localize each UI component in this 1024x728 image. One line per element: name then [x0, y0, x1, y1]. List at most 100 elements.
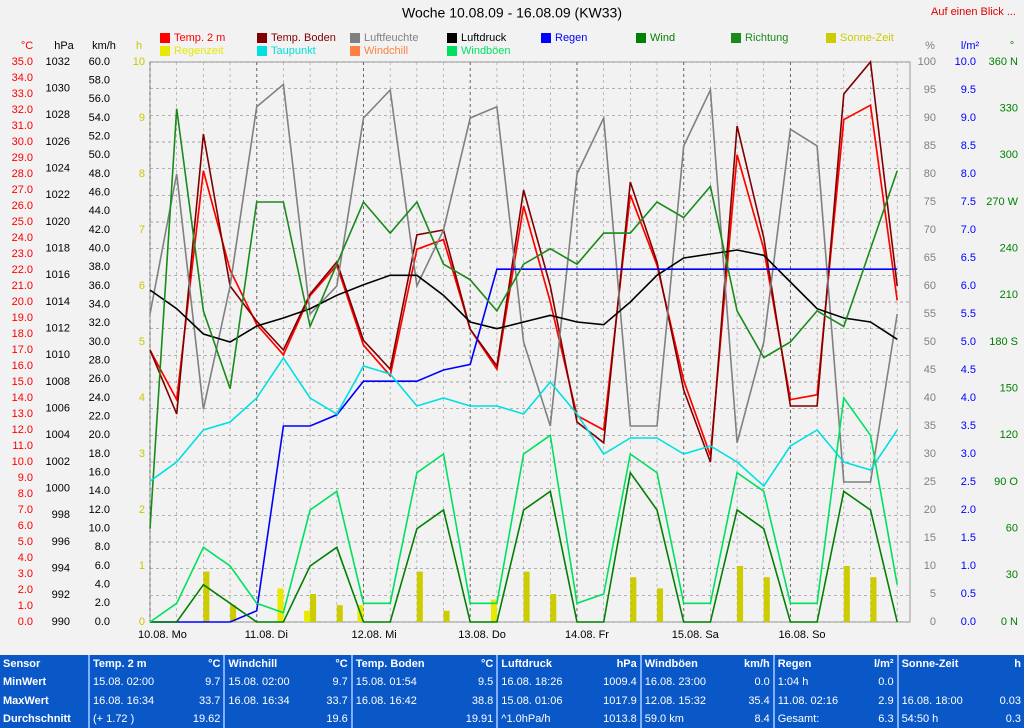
- plot-area: [149, 61, 911, 623]
- series-bar: [657, 588, 664, 622]
- series-bar: [443, 610, 450, 622]
- y-tick-label: 3: [139, 448, 145, 460]
- table-cell: Temp. Boden: [350, 655, 452, 674]
- y-tick-label: 4.5: [961, 364, 976, 376]
- y-tick-label: 1.0: [18, 600, 33, 612]
- y-tick-label: 7.0: [18, 504, 33, 516]
- legend-label: Regenzeit: [174, 45, 224, 57]
- y-tick-label: 8.0: [95, 541, 110, 553]
- table-cell: hPa: [616, 658, 637, 671]
- y-tick-label: 2: [139, 504, 145, 516]
- y-tick-label: 60: [1006, 523, 1018, 535]
- table-cell: Luftdruck: [496, 655, 587, 674]
- y-tick-label: 120: [1000, 429, 1018, 441]
- y-tick-label: 12.0: [89, 504, 110, 516]
- table-cell: h: [1014, 658, 1021, 671]
- x-tick-label: 11.08. Di: [245, 629, 288, 641]
- table-cell: 59.0 km: [639, 709, 731, 728]
- table-cell: 0.0: [754, 676, 770, 689]
- y-tick-label: 35: [924, 420, 936, 432]
- series-bar: [843, 566, 850, 622]
- y-tick-label: 9.0: [961, 112, 976, 124]
- y-tick-label: 6: [139, 280, 145, 292]
- axis-unit: h: [136, 40, 142, 52]
- y-tick-label: 5.5: [961, 308, 976, 320]
- y-tick-label: 20: [924, 504, 936, 516]
- y-tick-label: 5: [139, 336, 145, 348]
- y-tick-label: 30.0: [12, 136, 33, 148]
- table-cell: Sonne-Zeit: [896, 655, 988, 674]
- y-tick-label: 240: [1000, 243, 1018, 255]
- series-bar: [630, 577, 637, 622]
- table-cell: 15.08. 02:00: [223, 673, 314, 692]
- y-tick-label: 1022: [46, 189, 70, 201]
- table-cell: °C: [208, 658, 221, 671]
- y-tick-label: 23.0: [12, 248, 33, 260]
- legend-swatch: [447, 46, 457, 56]
- table-cell: Windchill: [223, 655, 314, 674]
- y-tick-label: 998: [52, 509, 70, 521]
- y-tick-label: 8.0: [18, 488, 33, 500]
- series-line: [149, 82, 898, 483]
- y-tick-label: 16.0: [89, 467, 110, 479]
- legend-label: Luftfeuchte: [364, 32, 418, 44]
- series-bar: [230, 605, 237, 622]
- y-tick-label: 22.0: [89, 411, 110, 423]
- y-tick-label: 4.0: [95, 579, 110, 591]
- table-cell: 19.62: [192, 712, 221, 725]
- y-tick-label: 7: [139, 224, 145, 236]
- legend-swatch: [541, 33, 551, 43]
- y-tick-label: 48.0: [89, 168, 110, 180]
- series-bar: [490, 599, 497, 622]
- table-cell: km/h: [744, 658, 770, 671]
- table-cell: ^1.0hPa/h: [496, 709, 587, 728]
- y-tick-label: 28.0: [12, 168, 33, 180]
- legend-label: Regen: [555, 32, 587, 44]
- table-cell: 35.4: [748, 694, 770, 707]
- table-cell: 19.6: [326, 712, 348, 725]
- y-tick-label: 15: [924, 532, 936, 544]
- y-tick-label: 1020: [46, 216, 70, 228]
- table-cell: 16.08. 18:26: [496, 673, 587, 692]
- y-tick-label: 2.0: [95, 597, 110, 609]
- link[interactable]: Auf einen Blick ...: [931, 6, 1016, 18]
- x-tick-label: 16.08. So: [778, 629, 825, 641]
- legend-swatch: [350, 46, 360, 56]
- y-tick-label: 990: [52, 616, 70, 628]
- y-tick-label: 0.0: [95, 616, 110, 628]
- chart: Woche 10.08.09 - 16.08.09 (KW33) Auf ein…: [12, 5, 1019, 641]
- y-tick-label: 210: [1000, 289, 1018, 301]
- y-tick-label: 40.0: [89, 243, 110, 255]
- table-cell: 15.08. 01:06: [496, 691, 587, 710]
- y-tick-label: 35.0: [12, 56, 33, 68]
- table-row: Sensor Temp. 2 m °C Windchill °C Temp. Boden °…: [0, 655, 1024, 674]
- y-tick-label: 1.5: [961, 532, 976, 544]
- y-tick-label: 270 W: [986, 196, 1018, 208]
- y-tick-label: 34.0: [89, 299, 110, 311]
- y-tick-label: 2.0: [18, 584, 33, 596]
- y-tick-label: 1024: [46, 163, 70, 175]
- y-tick-label: 14.0: [89, 485, 110, 497]
- legend-label: Taupunkt: [271, 45, 316, 57]
- x-tick-label: 10.08. Mo: [138, 629, 187, 641]
- table-cell: 2.9: [878, 694, 894, 707]
- y-tick-label: 1008: [46, 376, 70, 388]
- y-tick-label: 100: [918, 56, 936, 68]
- table-cell: 33.7: [198, 694, 221, 707]
- y-tick-label: 150: [1000, 383, 1018, 395]
- series-bar: [737, 566, 744, 622]
- series-line: [150, 470, 898, 623]
- table-cell: Temp. 2 m: [88, 655, 179, 674]
- y-tick-label: 36.0: [89, 280, 110, 292]
- series-bar: [203, 571, 210, 622]
- y-tick-label: 20.0: [12, 296, 33, 308]
- axis-unit: °C: [21, 40, 33, 52]
- y-tick-label: 992: [52, 589, 70, 601]
- y-tick-label: 10: [133, 56, 145, 68]
- y-tick-label: 26.0: [12, 200, 33, 212]
- y-tick-label: 4: [139, 392, 145, 404]
- y-tick-label: 6.0: [95, 560, 110, 572]
- table-cell: 15.08. 02:00: [88, 673, 179, 692]
- legend-swatch: [350, 33, 360, 43]
- x-tick-label: 12.08. Mi: [351, 629, 396, 641]
